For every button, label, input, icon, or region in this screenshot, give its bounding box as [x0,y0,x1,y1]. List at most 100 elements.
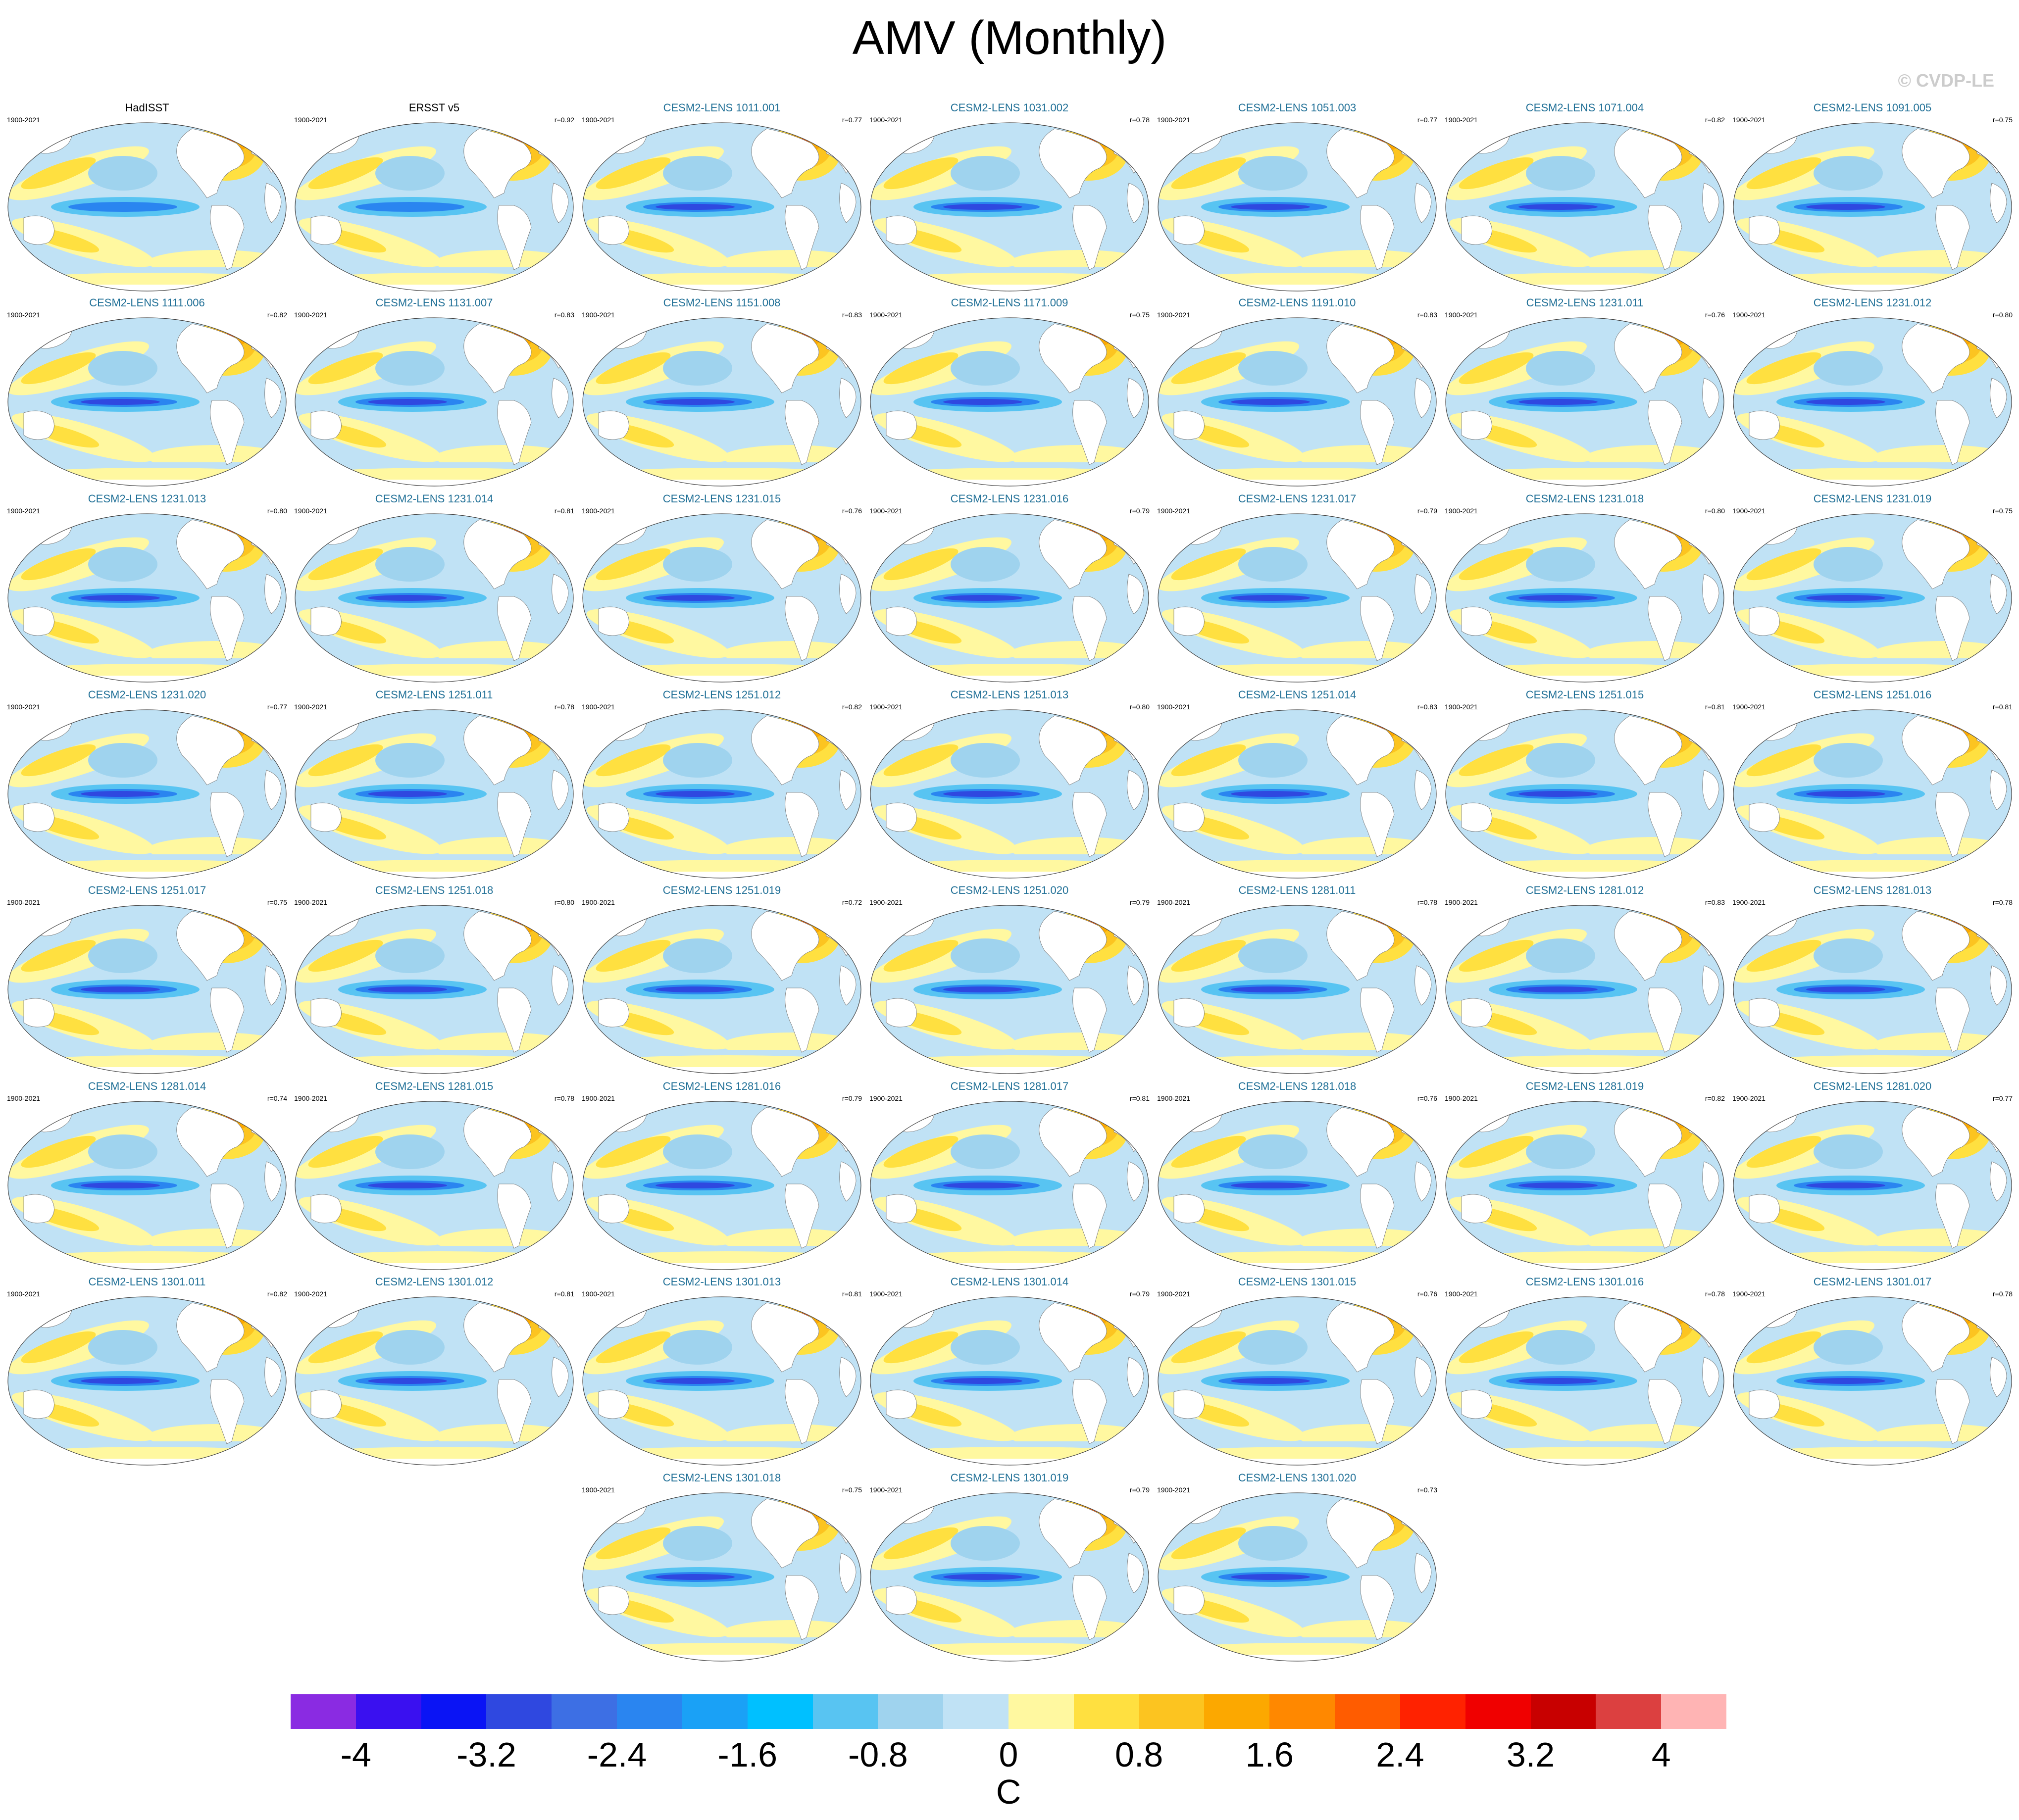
colorbar-swatch [747,1694,813,1729]
panel-title: CESM2-LENS 1281.019 [1525,1080,1644,1092]
panel-years: 1900-2021 [1732,1290,1766,1298]
panel-correlation: r=0.72 [842,898,862,906]
colorbar-tick-label: 1.6 [1245,1735,1294,1774]
map-panel: CESM2-LENS 1301.011 1900-2021 r=0.82 [4,1273,290,1469]
map-panel: CESM2-LENS 1301.018 1900-2021 r=0.75 [579,1469,865,1665]
panel-title: CESM2-LENS 1231.015 [662,492,781,505]
panel-title: CESM2-LENS 1281.013 [1813,884,1932,896]
credit-watermark: © CVDP-LE [1898,70,1994,91]
sst-regression-map [1158,1101,1437,1270]
panel-title: CESM2-LENS 1231.014 [375,492,494,505]
map-panel: CESM2-LENS 1251.011 1900-2021 r=0.78 [291,686,577,882]
map-panel: CESM2-LENS 1031.002 1900-2021 r=0.78 [866,99,1153,295]
panel-years: 1900-2021 [1157,703,1190,711]
panel-correlation: r=0.80 [554,898,574,906]
map-panel: CESM2-LENS 1281.016 1900-2021 r=0.79 [579,1078,865,1274]
sst-regression-map [1158,1492,1437,1662]
colorbar-swatch [1530,1694,1596,1729]
panel-years: 1900-2021 [7,703,40,711]
sst-regression-map [7,513,287,683]
sst-regression-map [1445,513,1724,683]
sst-regression-map [870,905,1149,1074]
panel-years: 1900-2021 [1732,311,1766,319]
colorbar-swatch [1073,1694,1139,1729]
sst-regression-map [7,905,287,1074]
sst-regression-map [1733,905,2012,1074]
panel-years: 1900-2021 [1732,116,1766,124]
map-panel: CESM2-LENS 1281.012 1900-2021 r=0.83 [1442,882,1728,1078]
panel-correlation: r=0.76 [1705,311,1725,319]
colorbar-tick-label: 0.8 [1114,1735,1163,1774]
sst-regression-map [7,1296,287,1466]
sst-regression-map [1445,317,1724,487]
sst-regression-map [1733,1296,2012,1466]
map-panel: HadISST 1900-2021 [4,99,290,295]
sst-regression-map [295,905,574,1074]
sst-regression-map [870,1492,1149,1662]
sst-regression-map [870,1101,1149,1270]
panel-title: CESM2-LENS 1301.015 [1238,1276,1357,1288]
panel-title: CESM2-LENS 1231.020 [88,689,206,701]
colorbar-tick-label: -1.6 [717,1735,778,1774]
map-panel: CESM2-LENS 1231.014 1900-2021 r=0.81 [291,490,577,686]
sst-regression-map [295,122,574,292]
sst-regression-map [870,1296,1149,1466]
panel-correlation: r=0.92 [554,116,574,124]
map-panel: CESM2-LENS 1251.018 1900-2021 r=0.80 [291,882,577,1078]
colorbar-swatch [552,1694,617,1729]
map-panel: CESM2-LENS 1011.001 1900-2021 r=0.77 [579,99,865,295]
panel-correlation: r=0.78 [1417,898,1437,906]
sst-regression-map [7,317,287,487]
panel-correlation: r=0.83 [554,311,574,319]
panel-title: CESM2-LENS 1231.018 [1525,492,1644,505]
sst-regression-map [1158,317,1437,487]
colorbar-swatch [878,1694,944,1729]
sst-regression-map [1158,122,1437,292]
sst-regression-map [582,905,861,1074]
colorbar-swatch [1009,1694,1074,1729]
panel-years: 1900-2021 [869,1486,903,1494]
colorbar-swatch [812,1694,878,1729]
panel-years: 1900-2021 [294,898,327,906]
sst-regression-map [582,1492,861,1662]
map-panel: CESM2-LENS 1281.017 1900-2021 r=0.81 [866,1078,1153,1274]
map-panel: CESM2-LENS 1301.014 1900-2021 r=0.79 [866,1273,1153,1469]
panel-years: 1900-2021 [1157,1094,1190,1102]
panel-years: 1900-2021 [7,116,40,124]
panel-years: 1900-2021 [1732,898,1766,906]
panel-title: CESM2-LENS 1191.010 [1238,296,1356,309]
colorbar-tick-label: 2.4 [1376,1735,1424,1774]
panel-correlation: r=0.75 [1129,311,1150,319]
sst-regression-map [295,1296,574,1466]
panel-years: 1900-2021 [7,1290,40,1298]
panel-correlation: r=0.77 [267,703,287,711]
panel-years: 1900-2021 [582,116,615,124]
panel-correlation: r=0.75 [1992,116,2013,124]
sst-regression-map [1158,905,1437,1074]
panel-years: 1900-2021 [1732,1094,1766,1102]
panel-years: 1900-2021 [1445,1290,1478,1298]
panel-title: CESM2-LENS 1131.007 [375,296,493,309]
panel-correlation: r=0.77 [842,116,862,124]
panel-title: CESM2-LENS 1251.017 [88,884,206,896]
panel-correlation: r=0.82 [267,311,287,319]
panel-correlation: r=0.77 [1417,116,1437,124]
panel-correlation: r=0.80 [1992,311,2013,319]
panel-years: 1900-2021 [1157,507,1190,515]
panel-years: 1900-2021 [869,1290,903,1298]
panel-title: CESM2-LENS 1091.005 [1813,101,1932,114]
colorbar-swatch [1335,1694,1401,1729]
panel-correlation: r=0.82 [842,703,862,711]
colorbar-swatch [682,1694,748,1729]
panel-title: CESM2-LENS 1301.020 [1238,1472,1357,1484]
map-panel: CESM2-LENS 1171.009 1900-2021 r=0.75 [866,294,1153,490]
sst-regression-map [1733,122,2012,292]
panel-years: 1900-2021 [1445,1094,1478,1102]
sst-regression-map [1158,513,1437,683]
colorbar-tick-label: 3.2 [1506,1735,1555,1774]
map-panel: CESM2-LENS 1231.018 1900-2021 r=0.80 [1442,490,1728,686]
panel-years: 1900-2021 [1732,703,1766,711]
sst-regression-map [1445,1101,1724,1270]
panel-title: CESM2-LENS 1251.012 [662,689,781,701]
figure-title: AMV (Monthly) [852,11,1167,64]
